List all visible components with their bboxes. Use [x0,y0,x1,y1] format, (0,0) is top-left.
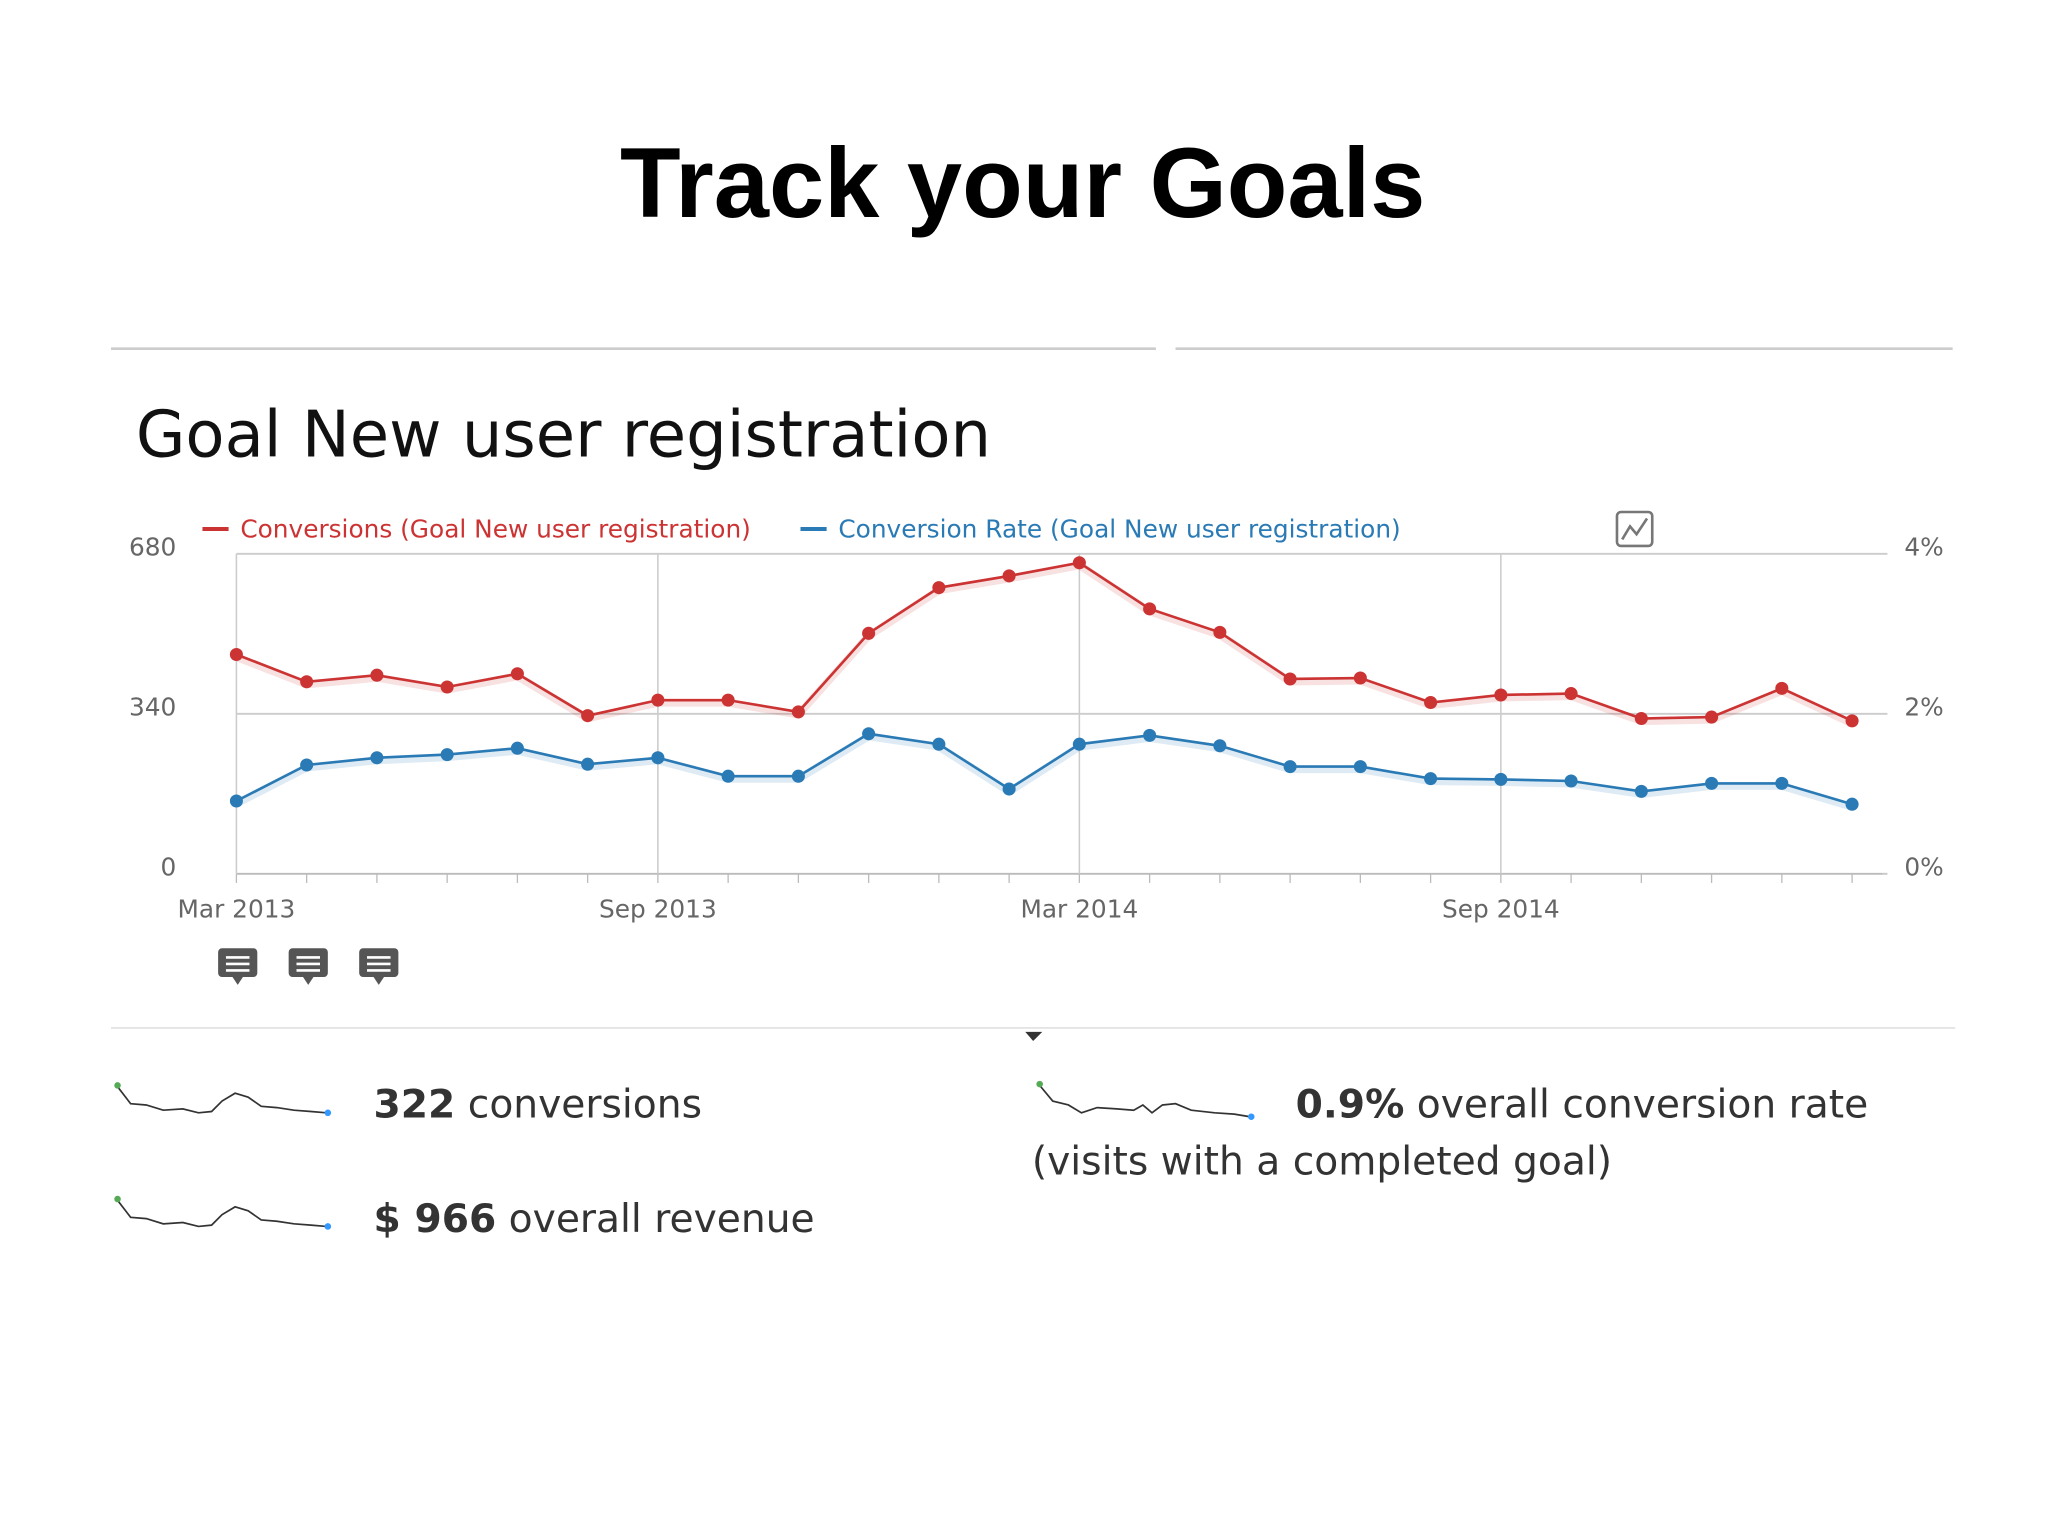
data-point [1213,625,1227,639]
data-point [1143,728,1157,742]
data-point [370,668,384,682]
data-point [1002,569,1016,583]
sparkline [114,1082,332,1117]
annotations [218,948,399,985]
data-point [1634,711,1648,726]
data-point [791,769,805,783]
summary-note: (visits with a completed goal) [1032,1139,1612,1184]
chart-type-icon[interactable] [1615,510,1654,548]
data-point [1072,556,1086,570]
data-point [229,647,243,662]
plot: 0 340 680 0% 2% 4% Mar 2013 Sep 2013 Mar 2014 Sep… [129,514,1944,923]
summary-revenue: $ 966 overall revenue [374,1197,815,1242]
data-point [300,758,314,772]
data-point [791,705,805,719]
data-point [1845,797,1859,811]
annotation-icon[interactable] [288,948,328,985]
x-tick-label: Mar 2014 [1020,894,1138,923]
summary-value: 0.9% [1296,1082,1405,1127]
series-shadow [234,732,1854,811]
data-point [1283,672,1297,686]
y-tick-label: 340 [129,693,176,722]
summary-value: $ 966 [374,1197,497,1242]
data-point [300,675,314,689]
data-point [1775,681,1789,695]
data-point [651,693,665,707]
summary-text: overall revenue [496,1197,814,1242]
data-point [370,751,384,765]
summary-text: overall conversion rate [1404,1082,1868,1127]
data-point [1002,782,1016,796]
data-point [1353,671,1367,685]
data-point [1845,714,1859,728]
data-point [1775,776,1789,790]
annotation-icon[interactable] [359,948,399,985]
data-point [721,693,735,707]
summary-value: 322 [374,1082,456,1127]
y2-tick-label: 0% [1904,853,1943,882]
data-point [932,737,946,751]
data-point [1353,760,1367,774]
data-point [581,757,595,771]
data-point [229,794,243,808]
data-point [1283,760,1297,774]
x-tick-label: Sep 2014 [1442,894,1560,923]
data-point [721,769,735,783]
data-point [862,727,876,741]
collapse-toggle[interactable] [1025,1031,1043,1041]
y2-tick-label: 4% [1904,533,1943,562]
x-tick-label: Sep 2013 [599,894,717,923]
summary-conversions: 322 conversions [374,1082,702,1127]
x-tick-label: Mar 2013 [178,894,296,923]
y-tick-label: 680 [129,533,176,562]
data-point [1564,687,1578,701]
annotation-icon[interactable] [218,948,258,985]
series-shadow [234,561,1854,728]
data-point [1424,695,1438,710]
data-point [1424,772,1438,786]
sparkline [114,1195,332,1230]
summary-rate: 0.9% overall conversion rate [1296,1082,1869,1127]
data-point [1494,688,1508,702]
page-title: Track your Goals [620,128,1425,239]
series-line [235,561,1853,723]
data-point [1143,602,1157,616]
data-point [440,680,454,694]
data-point [1072,737,1086,751]
data-point [510,667,524,681]
data-point [932,581,946,595]
sparkline [1036,1080,1255,1120]
data-point [1705,776,1719,790]
y-tick-label: 0 [161,853,177,882]
data-point [1564,774,1578,788]
data-point [651,751,665,765]
data-point [862,626,876,640]
data-point [1213,739,1227,753]
legend-label: Conversions (Goal New user registration) [240,514,751,543]
series-line [235,732,1853,806]
y2-tick-label: 2% [1904,693,1943,722]
data-point [510,741,524,755]
data-point [1634,784,1648,798]
data-point [1705,710,1719,724]
data-point [581,709,595,723]
data-point [440,748,454,762]
data-point [1494,772,1508,786]
chart-title: Goal New user registration [136,398,991,472]
summary-text: conversions [455,1082,702,1127]
legend-label: Conversion Rate (Goal New user registrat… [838,514,1400,543]
